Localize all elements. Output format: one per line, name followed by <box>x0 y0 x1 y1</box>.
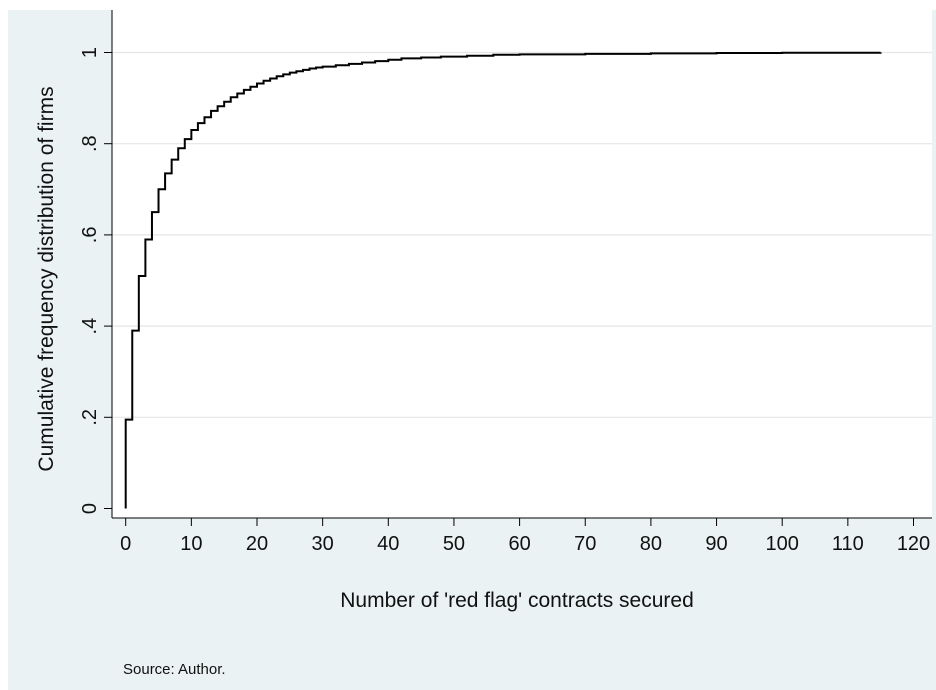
x-tick-label: 80 <box>640 533 662 555</box>
cdf-step-line <box>124 51 882 509</box>
axes-layer <box>111 10 932 519</box>
x-tick-label: 0 <box>120 533 131 555</box>
x-tick-label: 60 <box>508 533 530 555</box>
x-tick-label: 50 <box>443 533 465 555</box>
x-tick-label: 40 <box>377 533 399 555</box>
source-note: Source: Author. <box>123 661 226 678</box>
x-axis-label: Number of 'red flag' contracts secured <box>340 589 694 612</box>
x-tick-label: 100 <box>766 533 799 555</box>
x-tick-label: 30 <box>312 533 334 555</box>
x-tick-label: 20 <box>246 533 268 555</box>
y-tick-label: .4 <box>79 318 101 335</box>
grid-layer <box>112 51 932 418</box>
y-tick-label: 0 <box>79 503 101 514</box>
y-tick-label: 1 <box>79 47 101 58</box>
ticks-layer: 0.2.4.6.810 10 20 30 40 50 60 70 80 90 100 110 120 <box>79 47 930 555</box>
x-tick-label: 120 <box>897 533 930 555</box>
x-tick-label: 70 <box>574 533 596 555</box>
y-tick-label: .8 <box>79 135 101 152</box>
plot-area <box>112 10 932 518</box>
x-tick-label: 10 <box>180 533 202 555</box>
y-tick-label: .6 <box>79 227 101 244</box>
y-tick-label: .2 <box>79 409 101 426</box>
x-tick-label: 90 <box>705 533 727 555</box>
chart-figure: 0.2.4.6.8 1 0 10 20 30 40 50 60 70 80 90 100 110 120 N… <box>8 10 936 690</box>
x-tick-label: 110 <box>832 533 864 555</box>
series-layer <box>124 51 882 509</box>
y-axis-label: Cumulative frequency distribution of fir… <box>35 86 58 471</box>
chart-svg: 0.2.4.6.810 10 20 30 40 50 60 70 80 90 100 110 120 N… <box>35 10 932 612</box>
